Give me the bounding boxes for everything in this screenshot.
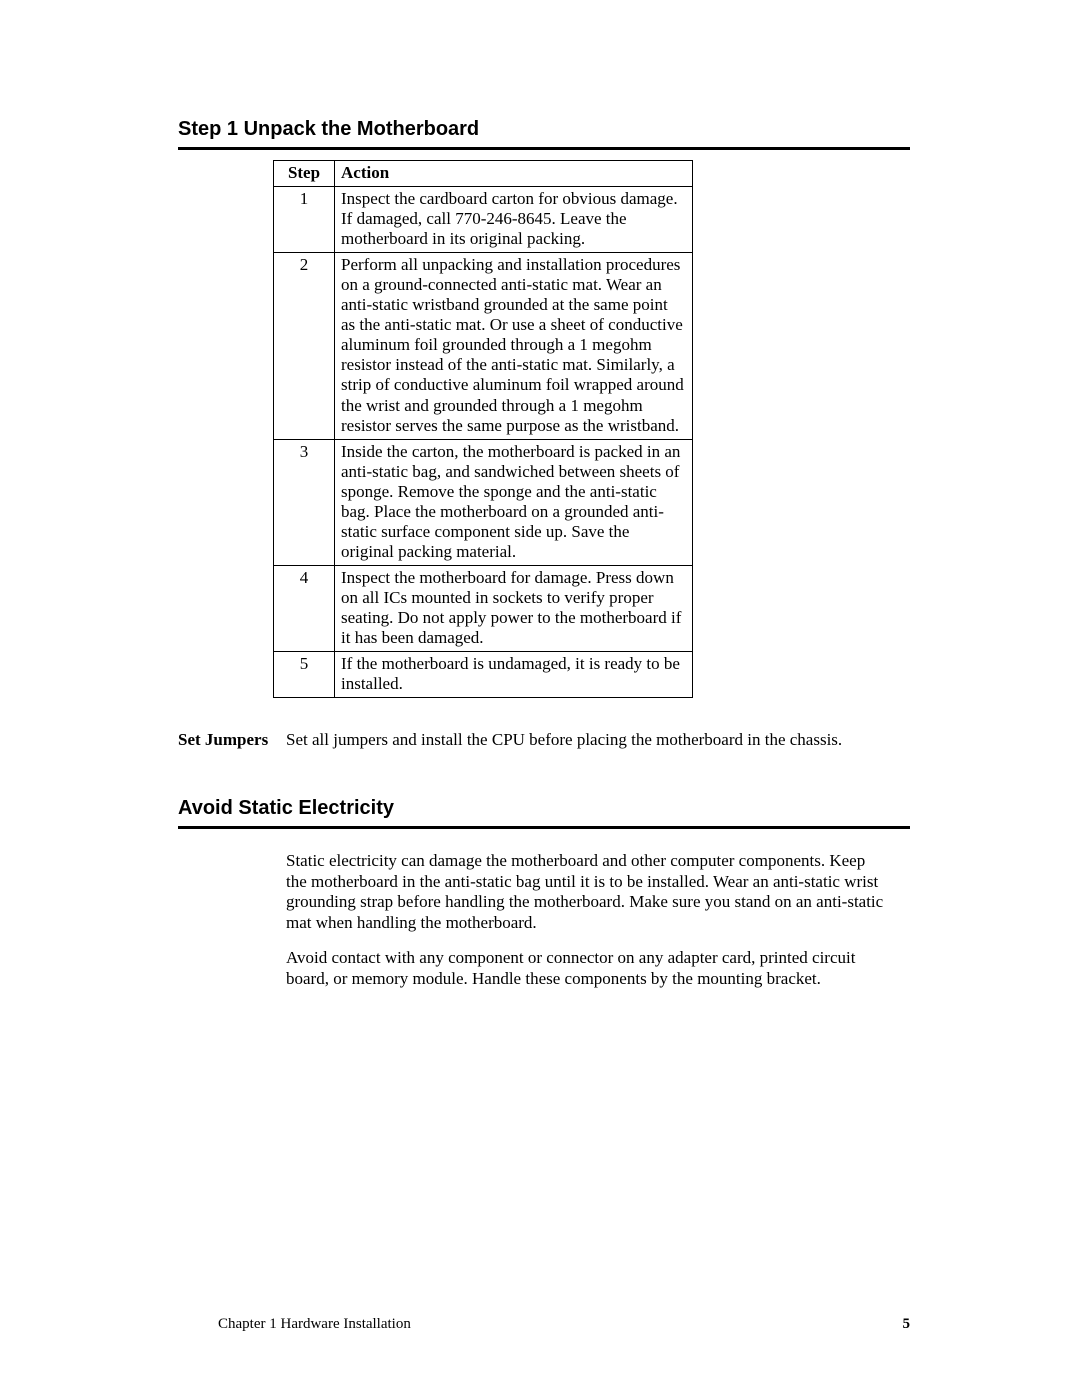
cell-action: Inside the carton, the motherboard is pa… bbox=[335, 439, 693, 565]
footer-chapter: Chapter 1 Hardware Installation bbox=[218, 1316, 411, 1333]
body-text: Static electricity can damage the mother… bbox=[286, 851, 910, 989]
cell-action: Inspect the cardboard carton for obvious… bbox=[335, 187, 693, 253]
paragraph: Static electricity can damage the mother… bbox=[286, 851, 890, 934]
table-row: 2 Perform all unpacking and installation… bbox=[274, 253, 693, 439]
section-unpack: Step 1 Unpack the Motherboard Step Actio… bbox=[178, 118, 910, 751]
cell-step: 5 bbox=[274, 652, 335, 698]
heading-rule bbox=[178, 826, 910, 829]
table-header-row: Step Action bbox=[274, 161, 693, 187]
footer-page-number: 5 bbox=[903, 1316, 911, 1333]
document-page: Step 1 Unpack the Motherboard Step Actio… bbox=[0, 0, 1080, 1397]
col-header-action: Action bbox=[335, 161, 693, 187]
cell-step: 2 bbox=[274, 253, 335, 439]
note-label: Set Jumpers bbox=[178, 730, 286, 751]
cell-action: Perform all unpacking and installation p… bbox=[335, 253, 693, 439]
section-static: Avoid Static Electricity Static electric… bbox=[178, 797, 910, 989]
table-row: 4 Inspect the motherboard for damage. Pr… bbox=[274, 565, 693, 651]
section-heading: Avoid Static Electricity bbox=[178, 797, 910, 820]
steps-table: Step Action 1 Inspect the cardboard cart… bbox=[273, 160, 693, 698]
cell-action: Inspect the motherboard for damage. Pres… bbox=[335, 565, 693, 651]
cell-action: If the motherboard is undamaged, it is r… bbox=[335, 652, 693, 698]
heading-rule bbox=[178, 147, 910, 150]
table-row: 5 If the motherboard is undamaged, it is… bbox=[274, 652, 693, 698]
cell-step: 1 bbox=[274, 187, 335, 253]
cell-step: 4 bbox=[274, 565, 335, 651]
table-row: 1 Inspect the cardboard carton for obvio… bbox=[274, 187, 693, 253]
note-set-jumpers: Set Jumpers Set all jumpers and install … bbox=[178, 730, 910, 751]
section-heading: Step 1 Unpack the Motherboard bbox=[178, 118, 910, 141]
note-text: Set all jumpers and install the CPU befo… bbox=[286, 730, 910, 751]
page-footer: Chapter 1 Hardware Installation 5 bbox=[178, 1316, 910, 1333]
col-header-step: Step bbox=[274, 161, 335, 187]
paragraph: Avoid contact with any component or conn… bbox=[286, 948, 890, 989]
table-row: 3 Inside the carton, the motherboard is … bbox=[274, 439, 693, 565]
cell-step: 3 bbox=[274, 439, 335, 565]
